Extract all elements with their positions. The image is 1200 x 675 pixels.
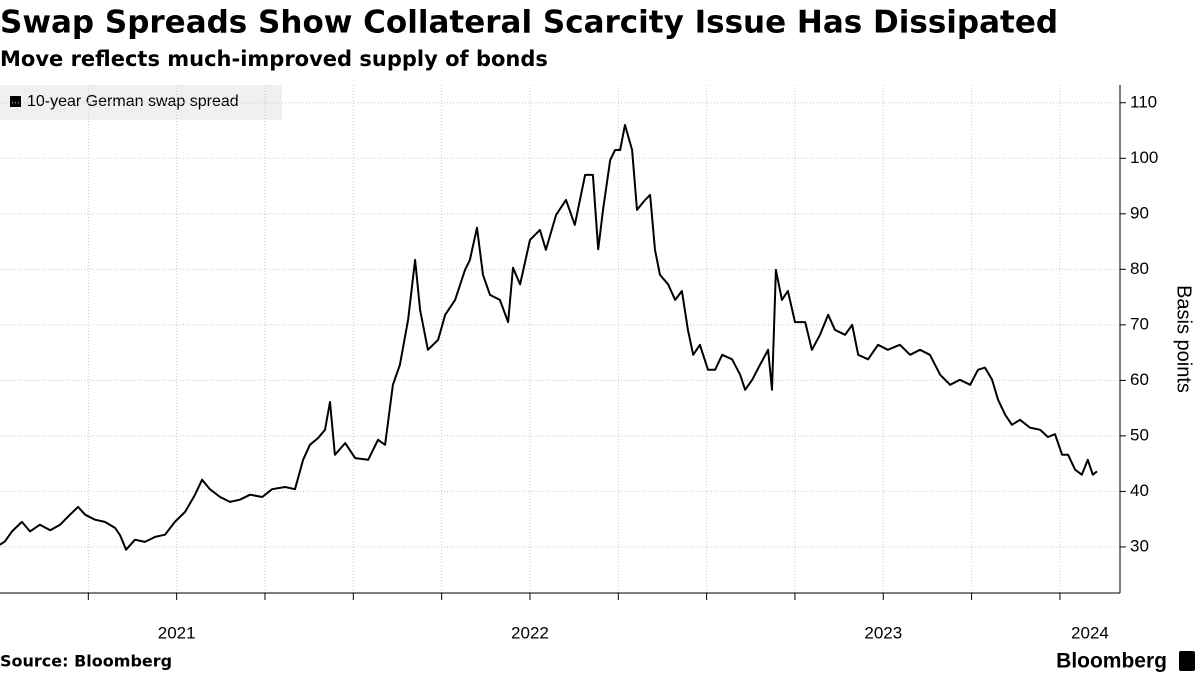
y-tick-label: 90	[1130, 203, 1149, 222]
x-tick-label: 2022	[511, 623, 549, 642]
legend-label: 10-year German swap spread	[27, 93, 239, 110]
x-tick-label: 2023	[864, 623, 902, 642]
y-axis-label: Basis points	[1173, 285, 1195, 393]
x-tick-label: 2024	[1071, 623, 1109, 642]
x-tick-label: 2021	[158, 623, 196, 642]
chart-subtitle: Move reflects much-improved supply of bo…	[0, 47, 548, 71]
y-tick-label: 100	[1130, 148, 1158, 167]
legend-swatch	[10, 96, 21, 107]
data-line	[0, 124, 1098, 551]
y-tick-label: 40	[1130, 481, 1149, 500]
y-tick-label: 60	[1130, 370, 1149, 389]
y-tick-label: 30	[1130, 536, 1149, 555]
y-tick-label: 80	[1130, 259, 1149, 278]
chart-title: Swap Spreads Show Collateral Scarcity Is…	[0, 5, 1058, 41]
y-tick-label: 110	[1130, 92, 1157, 111]
y-tick-label: 70	[1130, 314, 1149, 333]
y-tick-label: 50	[1130, 425, 1149, 444]
logo: Bloomberg	[1056, 650, 1167, 673]
logo-icon	[1179, 651, 1195, 671]
source: Source: Bloomberg	[0, 652, 172, 671]
